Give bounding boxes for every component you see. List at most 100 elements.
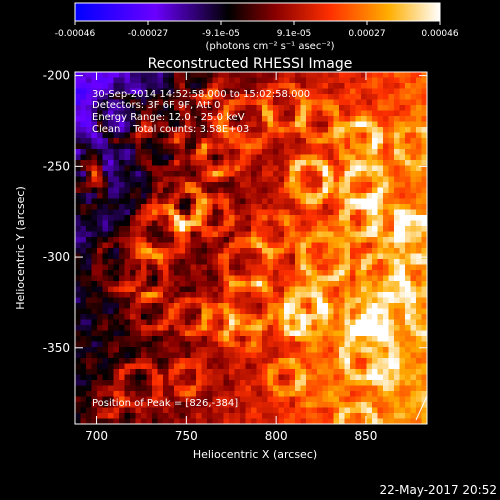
heatmap-cell <box>229 407 235 414</box>
heatmap-cell <box>388 110 395 117</box>
heatmap-cell <box>75 198 81 205</box>
heatmap-cell <box>141 358 147 364</box>
heatmap-cell <box>75 110 81 117</box>
heatmap-cell <box>344 83 351 89</box>
heatmap-cell <box>86 193 92 199</box>
heatmap-cell <box>273 363 279 370</box>
heatmap-cell <box>146 325 153 331</box>
heatmap-cell <box>75 297 81 304</box>
heatmap-cell <box>91 231 98 238</box>
heatmap-cell <box>388 259 395 265</box>
heatmap-cell <box>240 83 246 89</box>
heatmap-cell <box>421 121 427 128</box>
heatmap-cell <box>245 259 252 265</box>
heatmap-cell <box>339 204 345 210</box>
heatmap-cell <box>163 396 169 403</box>
heatmap-cell <box>361 99 367 106</box>
heatmap-cell <box>196 231 202 238</box>
heatmap-cell <box>157 270 164 276</box>
heatmap-cell <box>102 99 109 106</box>
heatmap-cell <box>416 385 422 392</box>
heatmap-cell <box>355 72 362 78</box>
heatmap-cell <box>306 297 312 304</box>
heatmap-cell <box>75 143 81 150</box>
heatmap-cell <box>311 182 318 188</box>
heatmap-cell <box>306 303 312 309</box>
heatmap-cell <box>163 253 169 260</box>
heatmap-cell <box>157 413 164 419</box>
heatmap-cell <box>207 259 213 265</box>
heatmap-cell <box>405 176 411 183</box>
heatmap-cell <box>218 358 224 364</box>
heatmap-cell <box>124 110 131 117</box>
heatmap-cell <box>267 292 274 298</box>
heatmap-cell <box>146 319 153 326</box>
heatmap-cell <box>179 110 186 117</box>
heatmap-cell <box>223 231 230 238</box>
heatmap-cell <box>218 314 224 320</box>
heatmap-cell <box>262 187 268 194</box>
heatmap-cell <box>234 264 241 271</box>
heatmap-cell <box>119 176 125 183</box>
heatmap-cell <box>234 204 241 210</box>
heatmap-cell <box>152 418 158 424</box>
heatmap-cell <box>322 286 329 293</box>
heatmap-cell <box>97 132 103 139</box>
heatmap-cell <box>102 88 109 95</box>
heatmap-cell <box>141 352 147 359</box>
heatmap-cell <box>267 72 274 78</box>
heatmap-cell <box>130 132 136 139</box>
heatmap-cell <box>135 286 142 293</box>
heatmap-cell <box>322 308 329 315</box>
heatmap-cell <box>75 248 81 254</box>
heatmap-cell <box>130 369 136 375</box>
heatmap-cell <box>97 407 103 414</box>
heatmap-cell <box>212 391 219 397</box>
heatmap-cell <box>421 297 427 304</box>
heatmap-cell <box>295 105 301 111</box>
heatmap-cell <box>135 83 142 89</box>
heatmap-cell <box>328 121 334 128</box>
heatmap-cell <box>399 165 406 172</box>
heatmap-cell <box>130 94 136 100</box>
heatmap-cell <box>410 391 417 397</box>
heatmap-cell <box>124 325 131 331</box>
heatmap-cell <box>97 358 103 364</box>
heatmap-cell <box>388 176 395 183</box>
heatmap-cell <box>344 358 351 364</box>
heatmap-cell <box>361 176 367 183</box>
heatmap-cell <box>317 110 323 117</box>
heatmap-cell <box>157 220 164 227</box>
heatmap-cell <box>245 193 252 199</box>
heatmap-cell <box>284 127 290 133</box>
heatmap-cell <box>245 352 252 359</box>
heatmap-cell <box>344 160 351 166</box>
heatmap-cell <box>190 264 197 271</box>
heatmap-cell <box>179 242 186 249</box>
heatmap-cell <box>108 253 114 260</box>
heatmap-cell <box>366 418 373 424</box>
heatmap-cell <box>190 138 197 144</box>
heatmap-cell <box>124 204 131 210</box>
heatmap-cell <box>322 413 329 419</box>
heatmap-cell <box>91 336 98 342</box>
heatmap-cell <box>361 138 367 144</box>
heatmap-cell <box>317 231 323 238</box>
heatmap-cell <box>416 347 422 353</box>
heatmap-cell <box>190 297 197 304</box>
heatmap-cell <box>102 270 109 276</box>
heatmap-cell <box>295 160 301 166</box>
heatmap-cell <box>141 193 147 199</box>
heatmap-cell <box>163 352 169 359</box>
heatmap-cell <box>284 413 290 419</box>
heatmap-cell <box>218 187 224 194</box>
heatmap-cell <box>328 336 334 342</box>
heatmap-cell <box>328 160 334 166</box>
heatmap-cell <box>350 418 356 424</box>
heatmap-cell <box>229 319 235 326</box>
heatmap-cell <box>135 292 142 298</box>
heatmap-cell <box>223 292 230 298</box>
heatmap-cell <box>190 391 197 397</box>
heatmap-cell <box>278 220 285 227</box>
heatmap-cell <box>157 116 164 122</box>
